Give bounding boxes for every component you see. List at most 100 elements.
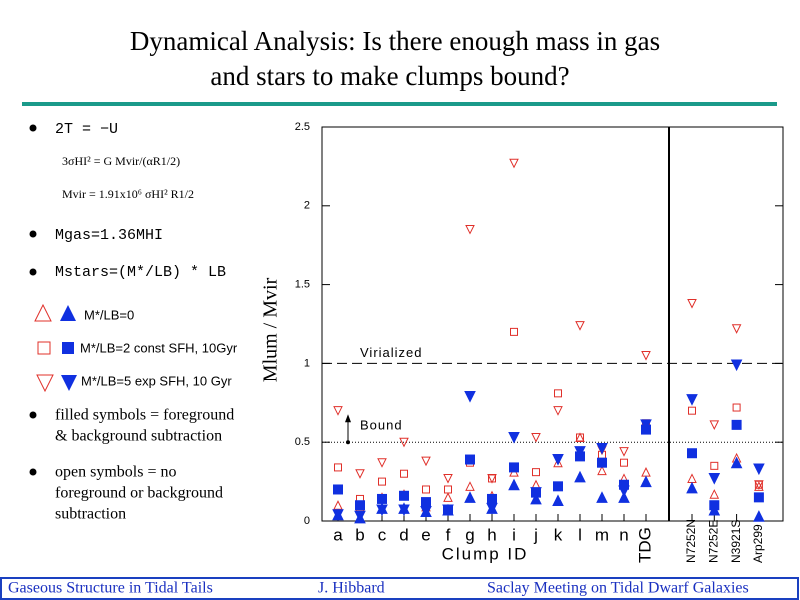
notes: filled symbols = foreground & background… xyxy=(29,407,234,523)
point xyxy=(710,461,719,470)
point xyxy=(641,351,651,361)
footer: Gaseous Structure in Tidal Tails J. Hibb… xyxy=(8,580,749,597)
legend-marker xyxy=(60,305,76,321)
point xyxy=(400,469,408,478)
note: foreground or background xyxy=(55,485,223,502)
point xyxy=(553,481,563,492)
point xyxy=(508,478,520,491)
point xyxy=(531,432,541,443)
note: subtraction xyxy=(55,506,126,523)
point xyxy=(552,494,564,507)
point xyxy=(753,510,765,522)
point xyxy=(576,433,584,442)
point xyxy=(574,470,586,483)
legend-marker xyxy=(37,341,51,355)
x-tick-label: h xyxy=(487,525,496,544)
x-axis-label: Clump ID xyxy=(442,544,529,563)
point xyxy=(509,462,519,473)
point xyxy=(596,491,608,503)
point xyxy=(754,481,764,491)
point xyxy=(532,468,540,477)
point xyxy=(355,500,365,511)
point xyxy=(553,406,563,416)
point xyxy=(575,432,585,442)
point xyxy=(464,491,476,503)
y-tick-label: 1.5 xyxy=(295,279,310,291)
point xyxy=(421,456,431,467)
point xyxy=(618,485,630,498)
y-tick-label: 0 xyxy=(304,515,310,527)
note: open symbols = no xyxy=(55,464,176,481)
note: filled symbols = foreground xyxy=(55,407,234,424)
point xyxy=(510,327,518,336)
point xyxy=(508,431,520,444)
x-tick-label: n xyxy=(619,525,628,544)
point xyxy=(398,504,410,517)
equation: 3σHI² = G Mvir/(αR1/2) xyxy=(62,154,180,168)
y-tick-label: 2.5 xyxy=(295,121,310,133)
point xyxy=(687,473,697,483)
legend-label: M*/LB=5 exp SFH, 10 Gyr xyxy=(81,373,232,388)
point xyxy=(597,457,607,468)
note: & background subtraction xyxy=(55,428,222,445)
legend-marker xyxy=(62,342,74,354)
footer-text: J. Hibbard xyxy=(318,580,385,597)
point xyxy=(444,485,452,494)
point xyxy=(575,321,585,331)
annotation: Bound xyxy=(360,418,403,433)
point xyxy=(753,492,764,503)
legend-marker xyxy=(34,303,52,322)
point xyxy=(753,463,765,476)
point xyxy=(640,419,652,431)
point xyxy=(709,500,720,511)
point xyxy=(530,492,542,505)
x-tick-label: Arp299 xyxy=(751,524,765,563)
point xyxy=(443,492,453,502)
point xyxy=(687,299,697,309)
point xyxy=(376,504,388,517)
equations: 2T = −U 3σHI² = G Mvir/(αR1/2) Mvir = 1.… xyxy=(29,121,226,281)
x-tick-label: j xyxy=(533,525,538,544)
point xyxy=(687,448,697,459)
point xyxy=(574,446,586,458)
x-tick-label: e xyxy=(421,525,430,544)
legend-label: M*/LB=0 xyxy=(84,307,134,322)
x-tick-label: c xyxy=(378,525,387,544)
x-tick-label: TDG xyxy=(635,527,654,563)
y-axis-label: Mlum / Mvir xyxy=(260,277,282,382)
y-tick-label: 0.5 xyxy=(295,436,310,448)
legend-marker xyxy=(61,375,77,391)
slide-title: and stars to make clumps bound? xyxy=(210,61,569,91)
x-tick-label: i xyxy=(512,525,516,544)
bullet xyxy=(29,230,37,238)
point xyxy=(332,509,344,521)
point xyxy=(730,359,743,372)
point xyxy=(333,500,343,510)
point xyxy=(686,394,698,406)
point xyxy=(597,465,607,476)
x-tick-label: N3921S xyxy=(729,520,743,563)
point xyxy=(709,420,720,430)
point xyxy=(355,469,365,479)
title-rule xyxy=(22,102,777,106)
point xyxy=(333,484,343,495)
point xyxy=(377,458,387,468)
point xyxy=(334,463,342,472)
point xyxy=(443,473,453,484)
footer-text: Saclay Meeting on Tidal Dwarf Galaxies xyxy=(487,580,749,597)
point xyxy=(619,447,629,457)
plot-frame xyxy=(321,126,784,522)
x-tick-label: l xyxy=(578,525,582,544)
point xyxy=(530,487,542,499)
point xyxy=(731,324,742,334)
point xyxy=(618,491,630,503)
point xyxy=(333,406,343,416)
bullet xyxy=(29,124,37,132)
x-tick-label: a xyxy=(333,525,343,544)
legend-label: M*/LB=2 const SFH, 10Gyr xyxy=(80,340,238,355)
point xyxy=(422,485,430,494)
point xyxy=(688,406,696,415)
point xyxy=(487,473,497,484)
footer-text: Gaseous Structure in Tidal Tails xyxy=(8,580,213,597)
